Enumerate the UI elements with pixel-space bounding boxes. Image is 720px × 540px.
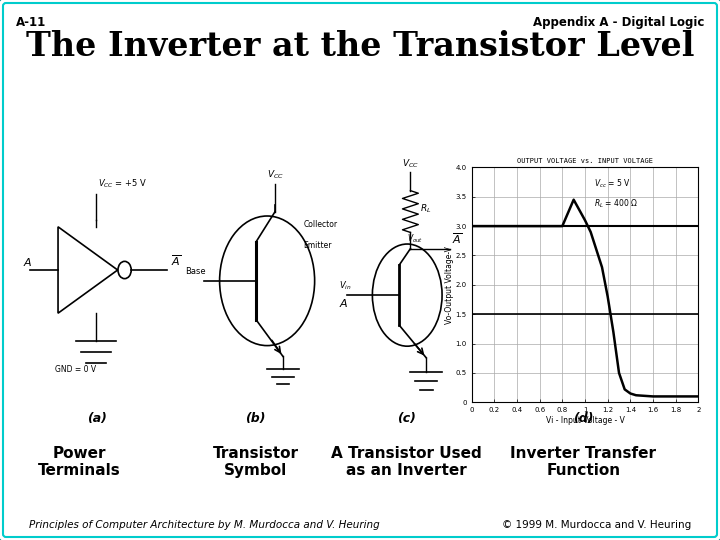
Text: $A$: $A$ bbox=[339, 296, 348, 309]
Text: GND = 0 V: GND = 0 V bbox=[55, 364, 96, 374]
Text: $V_{cc}$ = 5 V: $V_{cc}$ = 5 V bbox=[594, 178, 631, 190]
Text: $\overline{A}$: $\overline{A}$ bbox=[451, 231, 462, 246]
Text: Transistor
Symbol: Transistor Symbol bbox=[212, 446, 299, 478]
Text: $V_{CC}$: $V_{CC}$ bbox=[266, 169, 284, 181]
Text: Base: Base bbox=[186, 267, 206, 276]
Text: (c): (c) bbox=[397, 412, 416, 425]
Text: (d): (d) bbox=[573, 412, 593, 425]
Text: Inverter Transfer
Function: Inverter Transfer Function bbox=[510, 446, 656, 478]
Text: The Inverter at the Transistor Level: The Inverter at the Transistor Level bbox=[26, 30, 694, 63]
Text: Emitter: Emitter bbox=[304, 241, 332, 251]
Text: Principles of Computer Architecture by M. Murdocca and V. Heuring: Principles of Computer Architecture by M… bbox=[29, 520, 379, 530]
Text: $V_{out}$: $V_{out}$ bbox=[408, 233, 423, 245]
Text: Appendix A - Digital Logic: Appendix A - Digital Logic bbox=[533, 16, 704, 29]
X-axis label: Vi - Input Voltage - V: Vi - Input Voltage - V bbox=[546, 416, 624, 425]
Text: $R_L$: $R_L$ bbox=[420, 202, 431, 215]
Text: © 1999 M. Murdocca and V. Heuring: © 1999 M. Murdocca and V. Heuring bbox=[502, 520, 691, 530]
Text: $R_L$ = 400 Ω: $R_L$ = 400 Ω bbox=[594, 198, 639, 210]
Text: A-11: A-11 bbox=[16, 16, 46, 29]
Text: A Transistor Used
as an Inverter: A Transistor Used as an Inverter bbox=[331, 446, 482, 478]
Text: $V_{CC}$ = +5 V: $V_{CC}$ = +5 V bbox=[98, 178, 147, 190]
Text: (a): (a) bbox=[87, 412, 107, 425]
Text: (b): (b) bbox=[246, 412, 266, 425]
Text: $V_{CC}$: $V_{CC}$ bbox=[402, 157, 419, 170]
Text: Collector: Collector bbox=[304, 220, 338, 229]
Text: $V_{in}$: $V_{in}$ bbox=[339, 279, 352, 292]
Title: OUTPUT VOLTAGE vs. INPUT VOLTAGE: OUTPUT VOLTAGE vs. INPUT VOLTAGE bbox=[517, 158, 653, 164]
Text: $A$: $A$ bbox=[23, 255, 32, 268]
Text: $\overline{A}$: $\overline{A}$ bbox=[171, 253, 181, 268]
Y-axis label: Vo-Output Voltage-V: Vo-Output Voltage-V bbox=[445, 246, 454, 324]
Text: Power
Terminals: Power Terminals bbox=[38, 446, 120, 478]
